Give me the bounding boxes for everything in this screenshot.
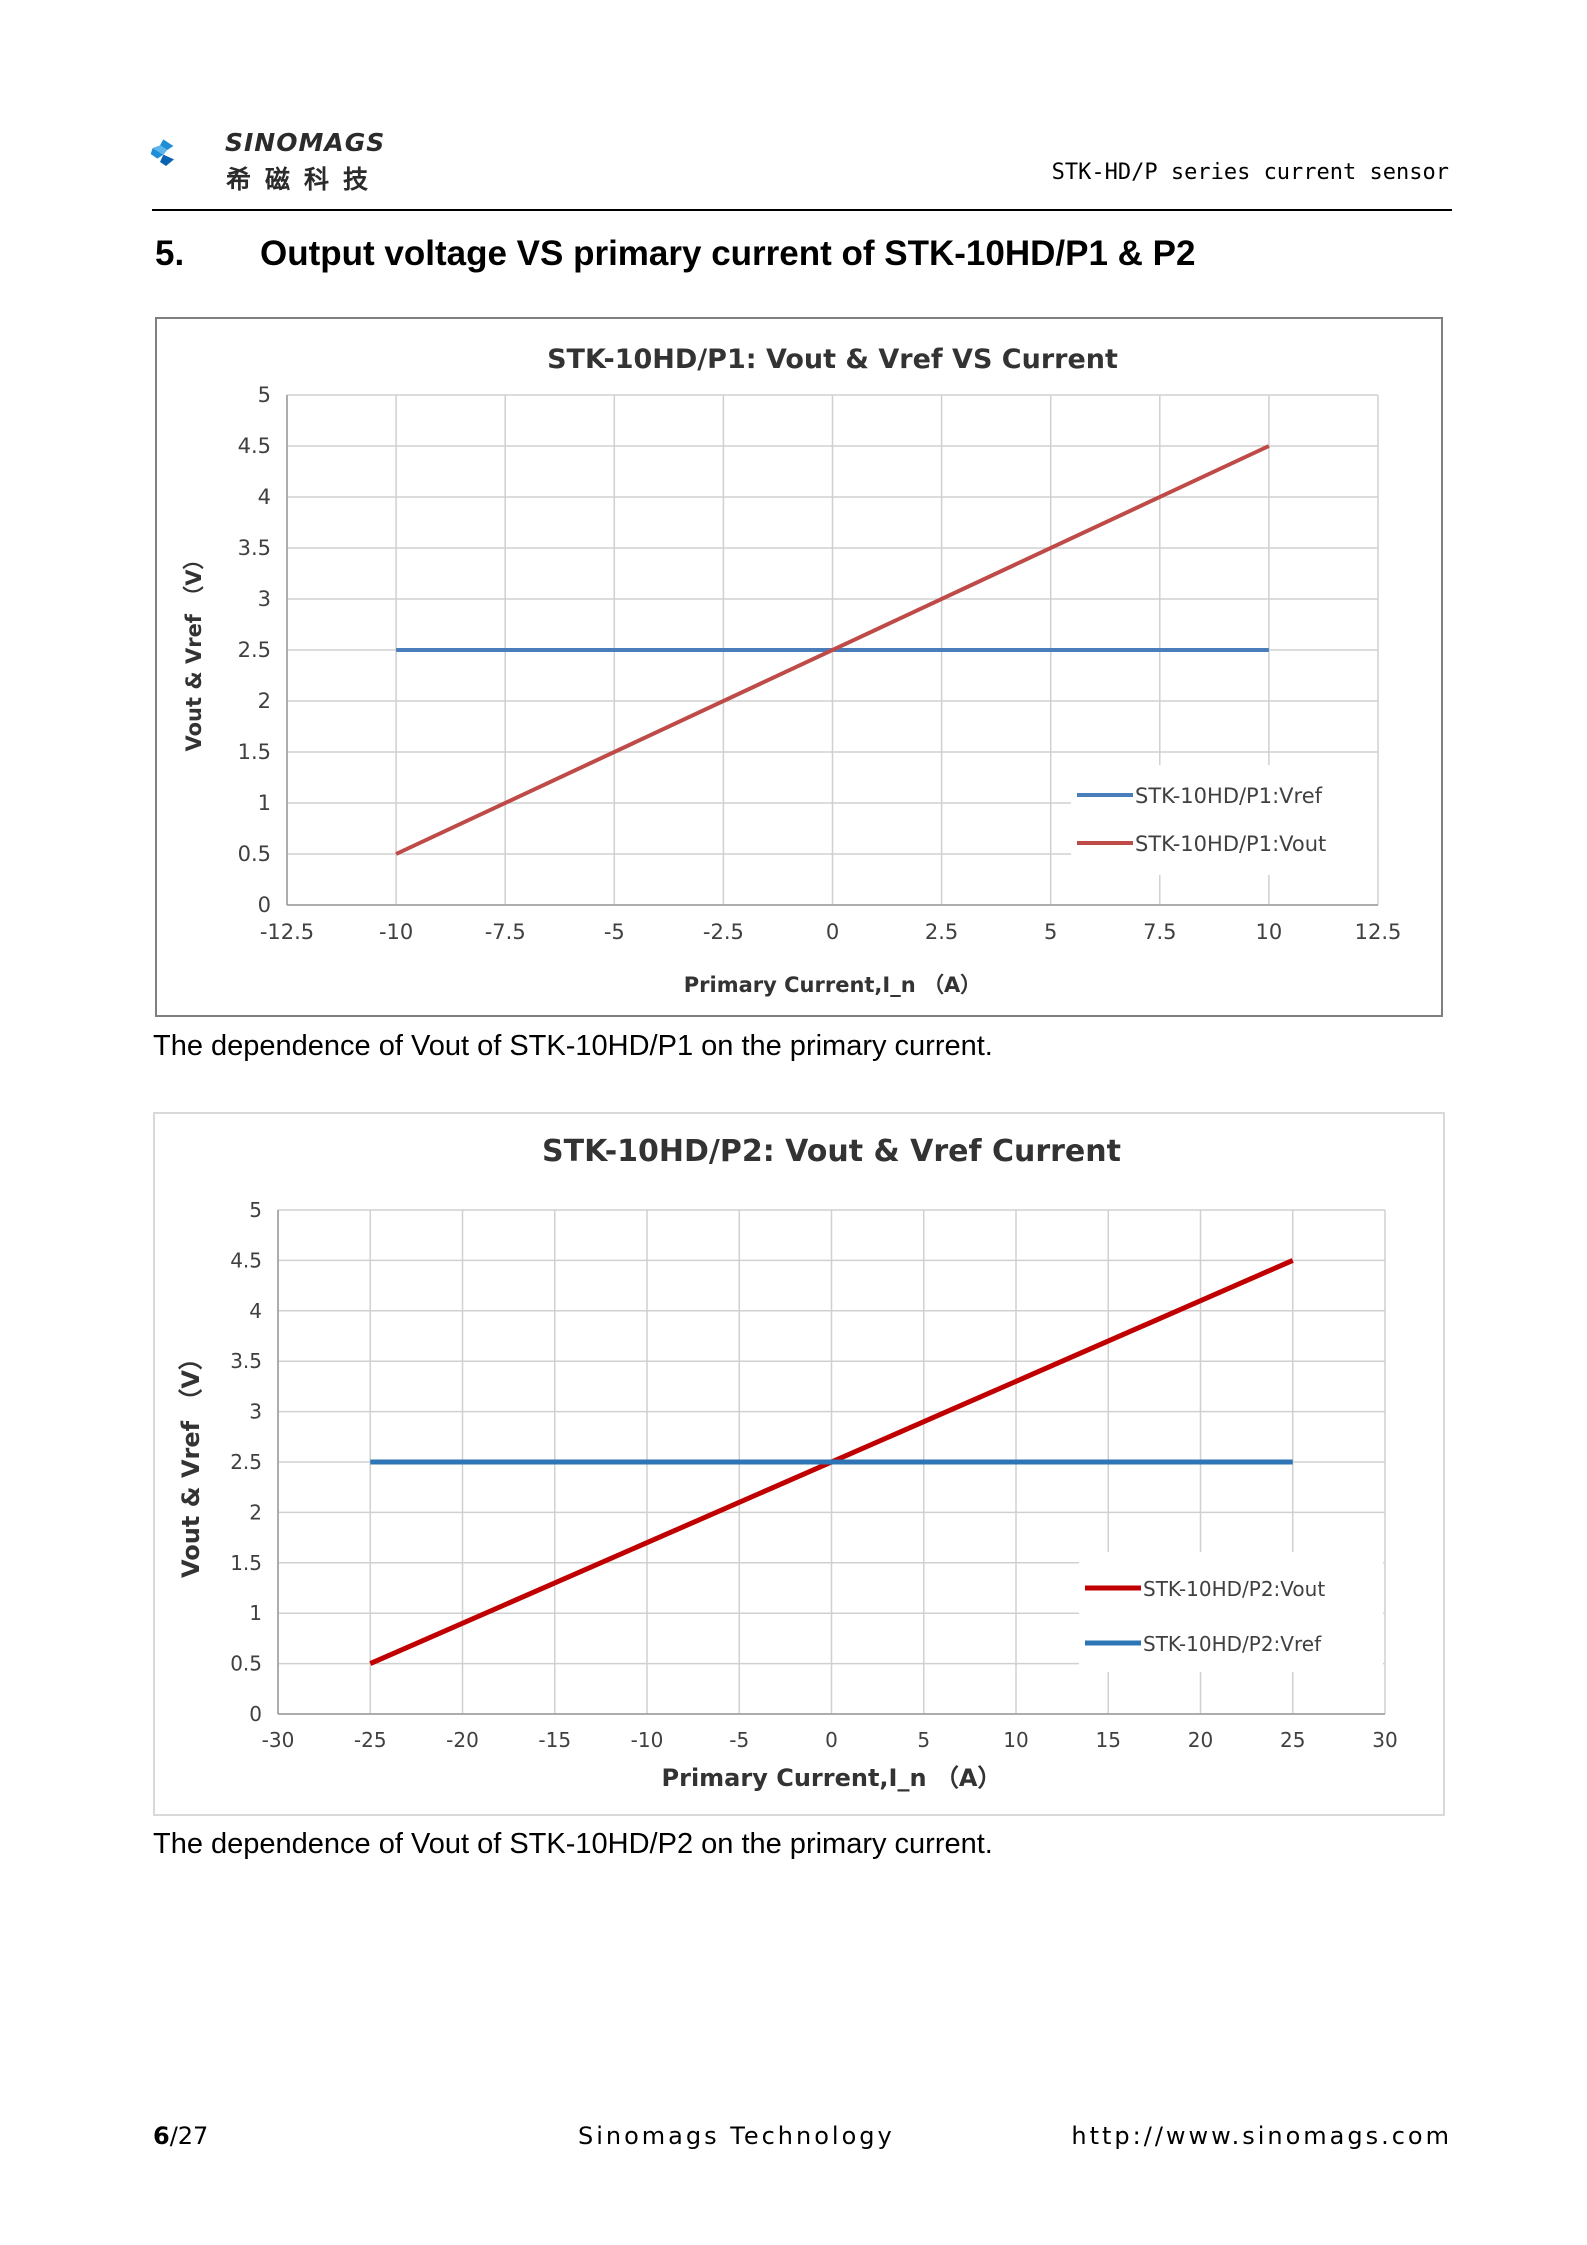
x-tick-label: -30 — [262, 1728, 295, 1752]
y-tick-label: 3.5 — [238, 536, 271, 560]
chart-p2: STK-10HD/P2: Vout & Vref Current -30 -25 -2… — [177, 1134, 1398, 1792]
y-tick-label: 2.5 — [238, 638, 271, 662]
x-tick-label: 5 — [917, 1728, 930, 1752]
y-tick-label: 5 — [258, 383, 271, 407]
x-tick-label: -10 — [379, 920, 413, 944]
logo-name-en: SINOMAGS — [225, 128, 386, 157]
x-tick-label: 5 — [1044, 920, 1057, 944]
chart-p2-frame: STK-10HD/P2: Vout & Vref Current -30 -25 -2… — [153, 1112, 1445, 1816]
x-tick-label: -20 — [446, 1728, 479, 1752]
doc-series: STK-HD/P series current sensor — [1051, 160, 1449, 185]
x-tick-label: 30 — [1372, 1728, 1397, 1752]
legend-label: STK-10HD/P2:Vout — [1143, 1577, 1325, 1601]
x-tick-label: 2.5 — [925, 920, 958, 944]
x-tick-label: -25 — [354, 1728, 387, 1752]
page-current: 6 — [153, 2122, 170, 2150]
y-tick-label: 4.5 — [238, 434, 271, 458]
y-tick-label: 4 — [249, 1299, 262, 1323]
legend-label: STK-10HD/P1:Vout — [1135, 832, 1326, 856]
chart-p1-frame: STK-10HD/P1: Vout & Vref VS Current -12.5… — [155, 317, 1443, 1017]
x-tick-label: -15 — [538, 1728, 571, 1752]
y-axis-label: Vout & Vref （V） — [177, 1346, 205, 1578]
x-tick-label: 10 — [1256, 920, 1283, 944]
x-axis-label: Primary Current,I_n （A） — [684, 973, 981, 997]
header-rule — [152, 209, 1452, 211]
x-tick-label: 0 — [825, 1728, 838, 1752]
x-tick-label: -12.5 — [260, 920, 314, 944]
x-tick-label: -5 — [729, 1728, 749, 1752]
footer-company: Sinomags Technology — [578, 2122, 895, 2150]
footer-url: http://www.sinomags.com — [1071, 2122, 1452, 2150]
x-tick-label: 10 — [1003, 1728, 1028, 1752]
y-tick-label: 2 — [258, 689, 271, 713]
company-logo — [150, 139, 174, 166]
y-tick-label: 1 — [258, 791, 271, 815]
page-number: 6/27 — [153, 2122, 208, 2150]
y-tick-label: 2 — [249, 1500, 262, 1524]
x-tick-label: -7.5 — [485, 920, 526, 944]
y-tick-label: 3 — [249, 1400, 262, 1424]
caption-p1: The dependence of Vout of STK-10HD/P1 on… — [153, 1030, 993, 1062]
legend-box — [1071, 765, 1377, 875]
x-tick-label: 15 — [1096, 1728, 1121, 1752]
x-tick-label: 12.5 — [1355, 920, 1402, 944]
y-tick-label: 5 — [249, 1198, 262, 1222]
y-tick-label: 0.5 — [238, 842, 271, 866]
y-tick-label: 2.5 — [230, 1450, 262, 1474]
y-tick-label: 1 — [249, 1601, 262, 1625]
logo-name-cn: 希磁科技 — [226, 165, 383, 194]
y-tick-label: 3 — [258, 587, 271, 611]
y-tick-label: 0.5 — [230, 1652, 262, 1676]
page-total: /27 — [169, 2122, 209, 2150]
legend-label: STK-10HD/P1:Vref — [1135, 784, 1323, 808]
series-line — [395, 444, 1270, 856]
y-axis-label: Vout & Vref （V） — [182, 548, 206, 751]
chart-title: STK-10HD/P1: Vout & Vref VS Current — [547, 344, 1118, 375]
x-tick-label: 7.5 — [1143, 920, 1176, 944]
section-title: 5. Output voltage VS primary current of S… — [155, 234, 1195, 274]
x-tick-label: 25 — [1280, 1728, 1305, 1752]
x-axis-label: Primary Current,I_n （A） — [662, 1764, 1002, 1792]
legend-label: STK-10HD/P2:Vref — [1143, 1632, 1322, 1656]
x-tick-label: 20 — [1188, 1728, 1213, 1752]
x-tick-label: 0 — [826, 920, 839, 944]
section-title-text: Output voltage VS primary current of STK… — [260, 234, 1196, 273]
x-tick-label: -10 — [631, 1728, 664, 1752]
chart-title: STK-10HD/P2: Vout & Vref Current — [542, 1134, 1121, 1169]
x-tick-label: -2.5 — [703, 920, 744, 944]
caption-p2: The dependence of Vout of STK-10HD/P2 on… — [153, 1828, 993, 1860]
y-tick-label: 3.5 — [230, 1349, 262, 1373]
y-tick-label: 0 — [249, 1702, 262, 1726]
y-tick-label: 1.5 — [230, 1551, 262, 1575]
y-tick-label: 0 — [258, 893, 271, 917]
y-tick-label: 4.5 — [230, 1248, 262, 1272]
y-tick-label: 1.5 — [238, 740, 271, 764]
y-tick-label: 4 — [258, 485, 271, 509]
legend-box — [1079, 1552, 1383, 1672]
chart-p1: STK-10HD/P1: Vout & Vref VS Current -12.5… — [182, 344, 1402, 997]
section-number: 5. — [155, 234, 185, 273]
x-tick-label: -5 — [604, 920, 625, 944]
